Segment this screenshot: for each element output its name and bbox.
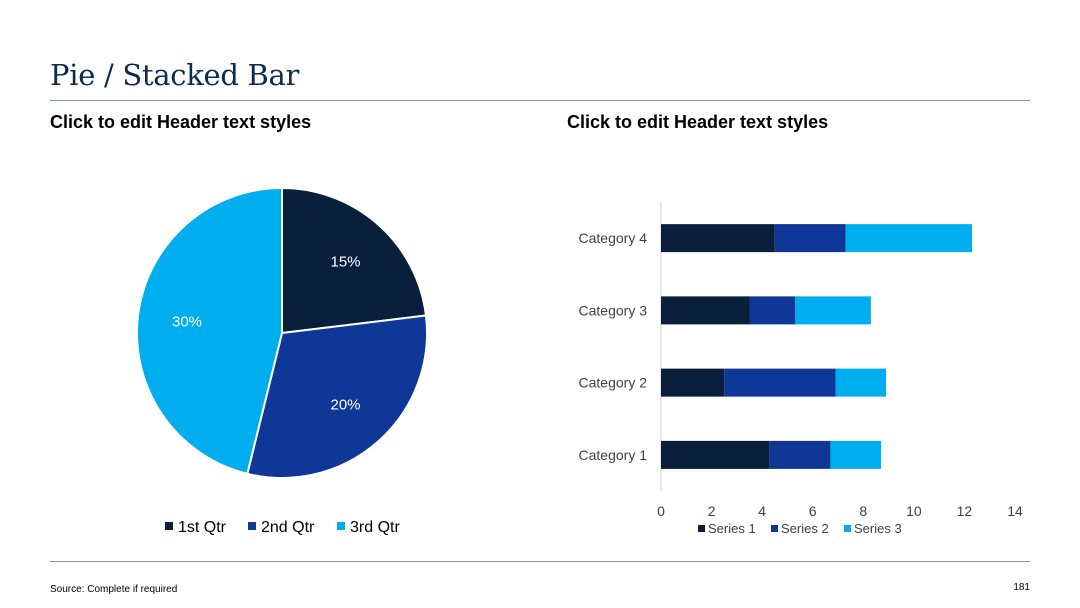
bar-segment	[795, 296, 871, 325]
x-tick-label: 4	[758, 503, 766, 519]
bar-segment	[661, 440, 770, 469]
x-tick-label: 14	[1007, 503, 1023, 519]
right-header: Click to edit Header text styles	[567, 112, 829, 132]
x-tick-label: 6	[809, 503, 817, 519]
pie-legend-label: 2nd Qtr	[261, 519, 315, 536]
y-tick-label: Category 4	[579, 230, 648, 246]
page-number: 181	[1013, 582, 1030, 593]
pie-legend-label: 1st Qtr	[178, 519, 227, 536]
bar-segment	[774, 224, 846, 253]
bar-legend-label: Series 1	[708, 521, 756, 536]
bar-segment	[769, 440, 831, 469]
y-tick-label: Category 2	[579, 375, 648, 391]
bar-segment	[830, 440, 881, 469]
legend-swatch	[337, 522, 345, 530]
legend-swatch	[844, 525, 851, 532]
source-note: Source: Complete if required	[50, 584, 178, 595]
pie-data-label: 30%	[172, 314, 202, 331]
bar-segment	[661, 224, 775, 253]
x-tick-label: 8	[859, 503, 867, 519]
y-tick-label: Category 1	[579, 447, 648, 463]
pie-data-label: 15%	[330, 253, 360, 270]
legend-swatch	[165, 522, 173, 530]
x-tick-label: 12	[957, 503, 973, 519]
x-tick-label: 0	[657, 503, 665, 519]
pie-slice	[246, 314, 428, 479]
slide-title: Pie / Stacked Bar	[50, 58, 300, 92]
bar-segment	[835, 368, 887, 397]
pie-data-label: 20%	[330, 397, 360, 414]
pie-slice	[136, 186, 283, 476]
bar-segment	[749, 296, 796, 325]
bar-segment	[661, 368, 725, 397]
legend-swatch	[248, 522, 256, 530]
pie-chart: 15% 20% 30% 1st Qtr 2nd Qtr 3rd Qtr	[136, 186, 428, 536]
legend-swatch	[698, 525, 705, 532]
bar-segment	[724, 368, 836, 397]
bar-segment	[661, 296, 750, 325]
pie-slice	[281, 186, 428, 335]
bar-legend-label: Series 3	[854, 521, 902, 536]
x-tick-label: 10	[906, 503, 922, 519]
left-header: Click to edit Header text styles	[50, 112, 312, 132]
bar-segment	[845, 224, 973, 253]
y-tick-label: Category 3	[579, 302, 648, 318]
x-tick-label: 2	[708, 503, 716, 519]
stacked-bar-chart: Category 1 Category 2 Category 3 Category 4…	[579, 202, 1023, 536]
footer-divider	[50, 561, 1030, 562]
legend-swatch	[771, 525, 778, 532]
title-divider	[50, 100, 1030, 101]
bar-legend-label: Series 2	[781, 521, 829, 536]
pie-legend-label: 3rd Qtr	[350, 519, 400, 536]
